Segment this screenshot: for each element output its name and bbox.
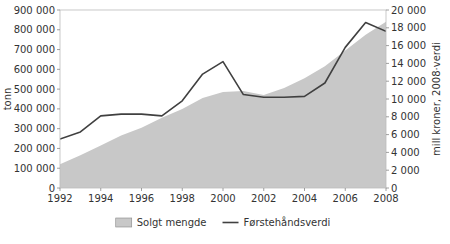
x-tick-label: 2008 [373, 193, 398, 204]
y2-tick-label: 4 000 [391, 147, 420, 158]
y2-tick [386, 10, 389, 11]
x-tick [223, 188, 224, 191]
y-axis-label: tonn [2, 88, 13, 111]
y2-tick-label: 20 000 [391, 5, 426, 16]
x-tick [304, 188, 305, 191]
page: {"chart_data": {"type": "area", "x": [19… [0, 0, 450, 244]
y-tick-label: 500 000 [14, 84, 55, 95]
y2-tick [386, 27, 389, 28]
y-tick-label: 100 000 [14, 163, 55, 174]
x-tick-label: 1996 [129, 193, 154, 204]
y2-tick-label: 12 000 [391, 76, 426, 87]
y2-tick [386, 170, 389, 171]
x-tick-label: 1994 [88, 193, 113, 204]
y2-tick-label: 14 000 [391, 58, 426, 69]
line [60, 22, 386, 139]
y2-tick-label: 10 000 [391, 94, 426, 105]
y-tick-label: 800 000 [14, 24, 55, 35]
y-tick [57, 10, 60, 11]
y-tick-label: 400 000 [14, 103, 55, 114]
legend-swatch [223, 222, 239, 224]
x-tick-label: 1998 [170, 193, 195, 204]
y2-tick [386, 116, 389, 117]
y-axis: 0 100 000 200 000 300 000 400 000 500 000 600 … [2, 5, 60, 194]
legend-swatch [116, 218, 132, 227]
y2-tick [386, 45, 389, 46]
y-tick-label: 200 000 [14, 143, 55, 154]
y2-tick [386, 81, 389, 82]
legend-label: Solgt mengde [137, 217, 207, 228]
y-tick-label: 300 000 [14, 123, 55, 134]
y2-axis: 0 2 000 4 000 6 000 8 000 10 000 12 000 14 000 1… [386, 5, 442, 194]
x-tick [345, 188, 346, 191]
y2-tick [386, 63, 389, 64]
y2-tick-label: 16 000 [391, 40, 426, 51]
y-tick [57, 49, 60, 50]
legend-item: Solgt mengde [116, 217, 207, 228]
x-tick-label: 2004 [292, 193, 317, 204]
plot-data [60, 22, 386, 188]
y-tick [57, 29, 60, 30]
chart: 1992199419961998200020022004200620080100… [0, 0, 450, 244]
x-tick [60, 188, 61, 191]
y-tick-label: 600 000 [14, 64, 55, 75]
x-tick-label: 1992 [47, 193, 72, 204]
y2-tick-label: 18 000 [391, 22, 426, 33]
x-tick-label: 2006 [333, 193, 358, 204]
y2-tick [386, 134, 389, 135]
y-tick [57, 108, 60, 109]
y-tick-label: 900 000 [14, 5, 55, 16]
x-tick [386, 188, 387, 191]
y2-tick-label: 8 000 [391, 111, 420, 122]
y-tick [57, 69, 60, 70]
legend-item: Førstehåndsverdi [223, 216, 331, 228]
x-tick-label: 2000 [210, 193, 235, 204]
x-tick-label: 2002 [251, 193, 276, 204]
legend: Solgt mengde Førstehåndsverdi [116, 216, 331, 228]
y-tick [57, 128, 60, 129]
y2-tick [386, 99, 389, 100]
plot-frame [60, 10, 386, 188]
y2-tick [386, 152, 389, 153]
area [60, 22, 386, 188]
y2-tick-label: 6 000 [391, 129, 420, 140]
y2-axis-label: mill kroner, 2008·verdi [431, 42, 442, 156]
x-axis: 1992 1994 1996 1998 2000 2002 2004 2006 2008 [47, 188, 398, 204]
legend-label: Førstehåndsverdi [244, 216, 331, 228]
x-tick [100, 188, 101, 191]
y-tick [57, 148, 60, 149]
y-tick [57, 89, 60, 90]
y-tick-label: 700 000 [14, 44, 55, 55]
y2-tick-label: 2 000 [391, 165, 420, 176]
y2-tick-label: 0 [391, 183, 397, 194]
y2-tick [386, 188, 389, 189]
x-tick [141, 188, 142, 191]
y-tick-label: 0 [49, 183, 55, 194]
y-tick [57, 168, 60, 169]
x-tick [182, 188, 183, 191]
y-tick [57, 188, 60, 189]
x-tick [263, 188, 264, 191]
